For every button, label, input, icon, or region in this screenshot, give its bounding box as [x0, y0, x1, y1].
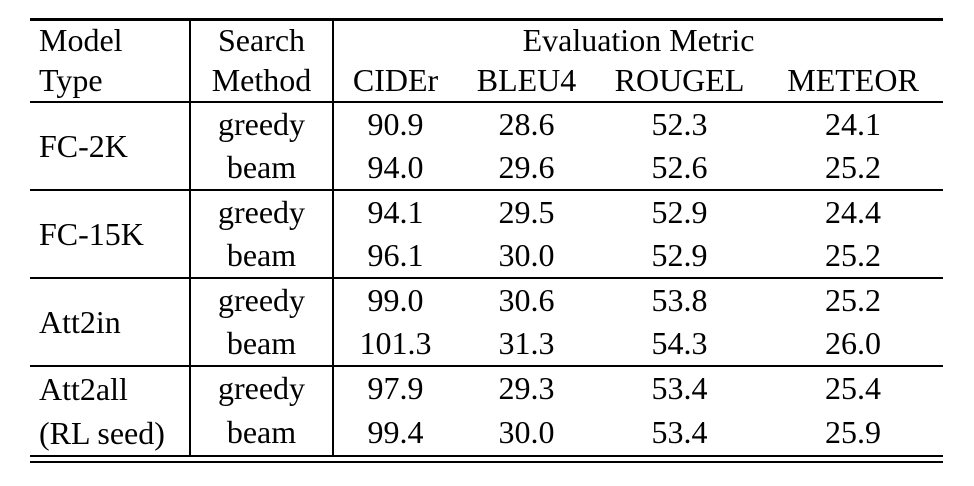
cell-rougel: 52.6: [651, 148, 708, 185]
bottom-double-rule: [30, 454, 943, 463]
cell-rougel-best: 54.3: [651, 324, 708, 361]
cell-cider: 99.4: [367, 413, 424, 450]
cell-rougel: 52.9: [651, 236, 708, 273]
model-label: Att2all: [39, 370, 128, 407]
cell-rougel: 53.4: [651, 369, 708, 406]
cell-model-type: Att2all (RL seed): [30, 365, 191, 455]
table-row: beam 94.0 29.6 52.6 25.2: [30, 145, 943, 190]
cell-bleu4: 29.5: [498, 193, 555, 230]
cell-model-type: Att2in: [30, 277, 191, 366]
cell-rougel: 52.3: [651, 105, 708, 142]
group-att2in: Att2in greedy 99.0 30.6 53.8 25.2 beam 1…: [30, 277, 944, 366]
header-model: Model: [30, 19, 191, 61]
cell-cider: 94.1: [367, 193, 424, 230]
group-fc-2k: FC-2K greedy 90.9 28.6 52.3 24.1 beam 94…: [30, 101, 944, 190]
table-header: Model Search Evaluation Metric Type Meth…: [30, 19, 944, 102]
header-search: Search: [190, 19, 334, 61]
cell-search-method: beam: [190, 233, 334, 278]
model-label: FC-2K: [39, 127, 128, 164]
table-row: FC-2K greedy 90.9 28.6 52.3 24.1: [30, 101, 943, 190]
header-row-2: Type Method CIDEr BLEU4 ROUGEL METEOR: [30, 60, 943, 102]
cell-model-type: FC-15K: [30, 189, 191, 278]
cell-bleu4: 29.3: [498, 369, 555, 406]
cell-cider: 90.9: [367, 105, 424, 142]
cell-meteor: 24.4: [825, 193, 882, 230]
cell-bleu4: 30.0: [498, 236, 555, 273]
cell-meteor: 25.2: [825, 236, 882, 273]
cell-bleu4: 29.6: [498, 148, 555, 185]
cell-rougel: 52.9: [651, 193, 708, 230]
cell-cider: 96.1: [367, 236, 424, 273]
header-type: Type: [30, 60, 191, 102]
results-table: Model Search Evaluation Metric Type Meth…: [30, 18, 944, 455]
model-label: FC-15K: [39, 215, 144, 252]
cell-meteor: 24.1: [825, 105, 882, 142]
cell-cider: 97.9: [367, 369, 424, 406]
group-fc-15k: FC-15K greedy 94.1 29.5 52.9 24.4 beam 9…: [30, 189, 944, 278]
cell-search-method: greedy: [190, 101, 334, 146]
cell-model-type: FC-2K: [30, 101, 191, 190]
cell-bleu4: 30.6: [498, 281, 555, 318]
cell-meteor: 25.4: [825, 369, 882, 406]
cell-cider: 99.0: [367, 281, 424, 318]
cell-rougel: 53.8: [651, 281, 708, 318]
cell-search-method: beam: [190, 410, 334, 455]
cell-search-method: beam: [190, 321, 334, 366]
header-meteor: METEOR: [787, 62, 919, 98]
group-att2all-rl-seed: Att2all (RL seed) greedy 97.9 29.3 53.4 …: [30, 365, 943, 455]
table-row: beam 101.3 31.3 54.3 26.0: [30, 321, 943, 366]
cell-search-method: greedy: [190, 277, 334, 322]
table-row: beam 96.1 30.0 52.9 25.2: [30, 233, 943, 278]
table-row: FC-15K greedy 94.1 29.5 52.9 24.4: [30, 189, 943, 278]
header-evaluation-metric: Evaluation Metric: [522, 22, 755, 59]
cell-cider-best: 101.3: [359, 324, 432, 361]
header-cider: CIDEr: [352, 62, 439, 98]
cell-rougel: 53.4: [651, 413, 708, 450]
cell-bleu4: 30.0: [498, 413, 555, 450]
cell-meteor: 25.2: [825, 148, 882, 185]
cell-meteor: 25.2: [825, 281, 882, 318]
cell-meteor-best: 26.0: [825, 324, 882, 361]
cell-bleu4-best: 31.3: [498, 324, 555, 361]
results-table-container: Model Search Evaluation Metric Type Meth…: [30, 18, 944, 463]
header-bleu4: BLEU4: [476, 62, 577, 98]
cell-search-method: greedy: [190, 189, 334, 234]
header-method: Method: [190, 60, 334, 102]
cell-search-method: beam: [190, 145, 334, 190]
model-label-line2: (RL seed): [39, 414, 165, 451]
header-rougel: ROUGEL: [614, 62, 745, 98]
cell-cider: 94.0: [367, 148, 424, 185]
cell-bleu4: 28.6: [498, 105, 555, 142]
cell-search-method: greedy: [190, 365, 334, 410]
table-row: beam 99.4 30.0 53.4 25.9: [30, 410, 943, 455]
table-row: Att2all (RL seed) greedy 97.9 29.3 53.4 …: [30, 365, 943, 455]
model-label: Att2in: [39, 303, 121, 340]
cell-meteor: 25.9: [825, 413, 882, 450]
table-row: Att2in greedy 99.0 30.6 53.8 25.2: [30, 277, 943, 366]
header-row-1: Model Search Evaluation Metric: [30, 19, 943, 61]
